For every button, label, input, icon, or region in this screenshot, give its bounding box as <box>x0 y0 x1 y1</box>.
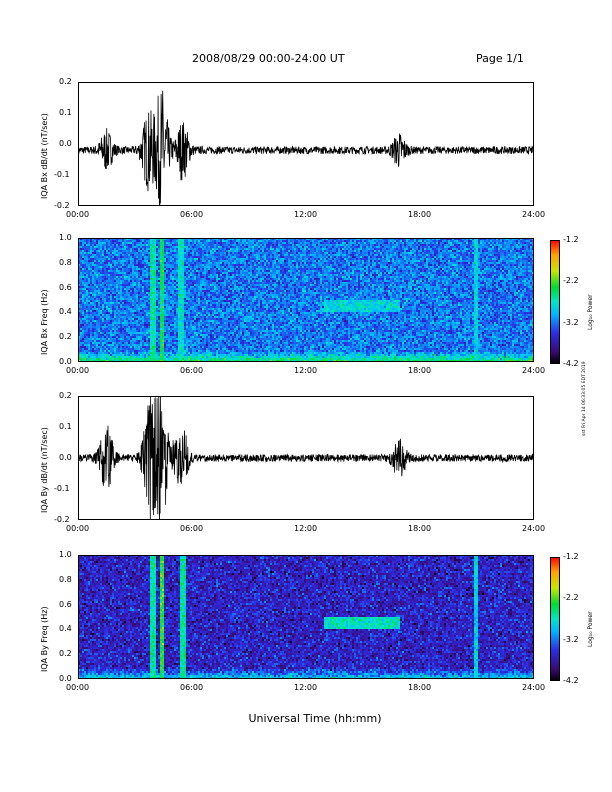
panel-3-y-tick: 0.1 <box>59 422 72 431</box>
panel-2-colorbar-tick: -1.2 <box>563 235 579 244</box>
panel-2-y-tick: 1.0 <box>59 233 72 242</box>
panel-3-x-tick: 24:00 <box>522 524 546 533</box>
panel-3-x-tick: 18:00 <box>408 524 432 533</box>
panel-1-y-tick: 0.2 <box>59 77 72 86</box>
panel-2-y-tick: 0.8 <box>59 257 72 267</box>
panel-1-frame <box>78 82 534 206</box>
panel-4-colorbar <box>550 557 560 681</box>
panel-2-y-tick: 0.6 <box>59 282 72 292</box>
panel-2-x-tick: 06:00 <box>180 366 204 375</box>
panel-2-y-axis-label: IQA Bx Freq (Hz) <box>40 289 49 355</box>
panel-1-y-tick: -0.2 <box>54 201 70 210</box>
panel-4-colorbar-frame <box>550 557 560 681</box>
panel-3-y-tick: -0.1 <box>54 484 70 493</box>
panel-4-colorbar-tick: -2.2 <box>563 593 579 603</box>
x-axis-label: Universal Time (hh:mm) <box>248 712 382 725</box>
panel-3-x-tick: 12:00 <box>294 524 318 533</box>
panel-2-y-tick: 0.4 <box>59 307 72 317</box>
panel-1-y-tick: 0.1 <box>59 108 72 117</box>
panel-2-colorbar-frame <box>550 240 560 364</box>
panel-4-y-tick: 0.2 <box>59 649 72 659</box>
panel-1-y-axis-label: IQA Bx dB/dt (nT/sec) <box>40 113 49 199</box>
panel-1-x-tick: 18:00 <box>408 210 432 219</box>
chart-title: 2008/08/29 00:00-24:00 UT <box>192 52 345 65</box>
panel-4-x-tick: 12:00 <box>294 683 318 692</box>
panel-4-x-tick: 00:00 <box>66 683 90 692</box>
panel-4-frame <box>78 555 534 679</box>
panel-4-colorbar-tick: -1.2 <box>563 552 579 561</box>
panel-2-colorbar-tick: -3.2 <box>563 317 579 327</box>
panel-1-y-tick: -0.1 <box>54 170 70 179</box>
panel-4-y-tick: 1.0 <box>59 550 72 559</box>
panel-2-x-tick: 12:00 <box>294 366 318 375</box>
panel-3-y-axis-label: IQA By dB/dt (nT/sec) <box>40 427 49 513</box>
panel-2-frame <box>78 238 534 362</box>
panel-3-y-tick: -0.2 <box>54 515 70 524</box>
panel-2-spectrogram <box>78 238 534 362</box>
panel-1-x-tick: 12:00 <box>294 210 318 219</box>
panel-4-colorbar-tick: -4.2 <box>563 676 579 685</box>
panel-2-x-tick: 18:00 <box>408 366 432 375</box>
panel-1-y-tick: 0.0 <box>59 139 72 148</box>
panel-2-colorbar-tick: -2.2 <box>563 276 579 286</box>
panel-4-spectrogram <box>78 555 534 679</box>
panel-4-colorbar-label: Log₁₀ Power <box>587 611 594 647</box>
panel-3-y-tick: 0.0 <box>59 453 72 462</box>
side-stamp: sst Fri Apr 14 06:33:05 EDT 2019 <box>582 361 587 436</box>
panel-2-colorbar <box>550 240 560 364</box>
panel-4-x-tick: 24:00 <box>522 683 546 692</box>
page-indicator: Page 1/1 <box>476 52 524 65</box>
panel-3-x-tick: 00:00 <box>66 524 90 533</box>
panel-3-frame <box>78 396 534 520</box>
panel-1-x-tick: 00:00 <box>66 210 90 219</box>
panel-4-colorbar-tick: -3.2 <box>563 634 579 644</box>
panel-4-y-tick: 0.0 <box>59 674 72 683</box>
panel-4-y-tick: 0.8 <box>59 574 72 584</box>
panel-1-waveform <box>78 90 534 206</box>
panel-2-y-tick: 0.0 <box>59 357 72 366</box>
panel-2-colorbar-tick: -4.2 <box>563 359 579 368</box>
panel-1-x-tick: 06:00 <box>180 210 204 219</box>
panel-3-series-line <box>78 396 534 520</box>
panel-2-y-tick: 0.2 <box>59 332 72 342</box>
panel-2-x-tick: 24:00 <box>522 366 546 375</box>
panel-2-x-tick: 00:00 <box>66 366 90 375</box>
panel-3-x-tick: 06:00 <box>180 524 204 533</box>
panel-1-series-line <box>78 90 534 206</box>
panel-4-x-tick: 06:00 <box>180 683 204 692</box>
panel-4-y-tick: 0.4 <box>59 624 72 634</box>
panel-4-x-tick: 18:00 <box>408 683 432 692</box>
panel-3-y-tick: 0.2 <box>59 391 72 400</box>
panel-3-waveform <box>78 396 534 520</box>
panel-4-y-axis-label: IQA By Freq (Hz) <box>40 606 49 672</box>
panel-2-colorbar-label: Log₁₀ Power <box>587 294 594 330</box>
panel-1-x-tick: 24:00 <box>522 210 546 219</box>
panel-4-y-tick: 0.6 <box>59 599 72 609</box>
